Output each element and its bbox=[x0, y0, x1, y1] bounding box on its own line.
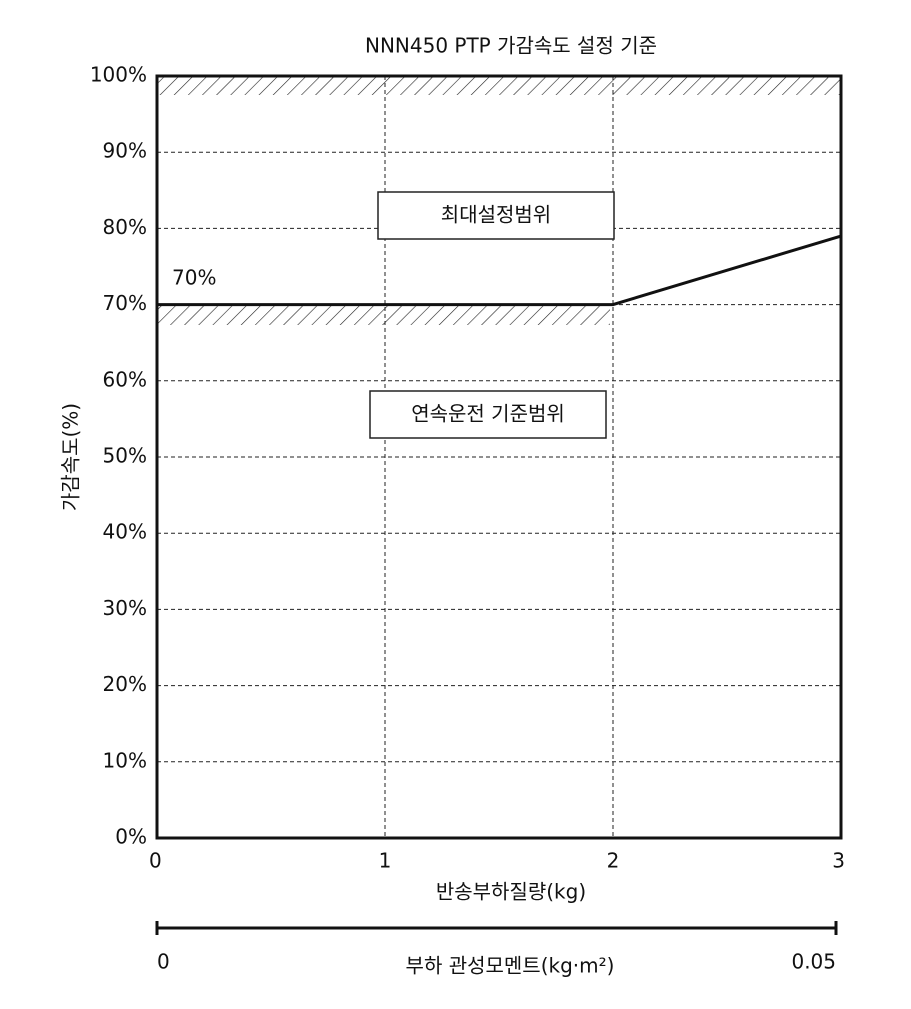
x2-tick-label: 0 bbox=[157, 950, 170, 974]
annotation: 최대설정범위 bbox=[441, 203, 551, 227]
y-tick-label: 10% bbox=[103, 748, 147, 772]
y-tick-label: 100% bbox=[90, 63, 147, 87]
annotation-box bbox=[377, 191, 615, 240]
y-tick-label: 70% bbox=[103, 291, 147, 315]
y-axis-label: 가감속도(%) bbox=[59, 403, 83, 511]
data-line bbox=[157, 234, 842, 307]
x2-tick-label: 0.05 bbox=[791, 950, 836, 974]
y-tick-label: 60% bbox=[103, 367, 147, 391]
x-axis-label: 반송부하질량(kg) bbox=[436, 880, 586, 904]
x-tick-label: 3 bbox=[832, 849, 845, 873]
x-tick-label: 0 bbox=[149, 849, 162, 873]
y-tick-label: 40% bbox=[103, 520, 147, 544]
hatch-limit bbox=[158, 305, 610, 325]
x-tick-label: 1 bbox=[379, 849, 392, 873]
y-tick-label: 50% bbox=[103, 444, 147, 468]
y-tick-label: 0% bbox=[115, 825, 147, 849]
annotation: 연속운전 기준범위 bbox=[411, 402, 565, 426]
y-tick-label: 20% bbox=[103, 672, 147, 696]
annotation-box bbox=[369, 390, 607, 439]
hatch-max bbox=[158, 77, 840, 95]
y-tick-label: 80% bbox=[103, 215, 147, 239]
x2-axis-label: 부하 관성모멘트(kg·m²) bbox=[406, 954, 615, 978]
y-tick-label: 30% bbox=[103, 596, 147, 620]
x-tick-label: 2 bbox=[607, 849, 620, 873]
chart-title: NNN450 PTP 가감속도 설정 기준 bbox=[365, 34, 657, 58]
y-tick-label: 90% bbox=[103, 139, 147, 163]
annotation: 70% bbox=[172, 266, 216, 290]
plot-frame bbox=[155, 74, 843, 840]
